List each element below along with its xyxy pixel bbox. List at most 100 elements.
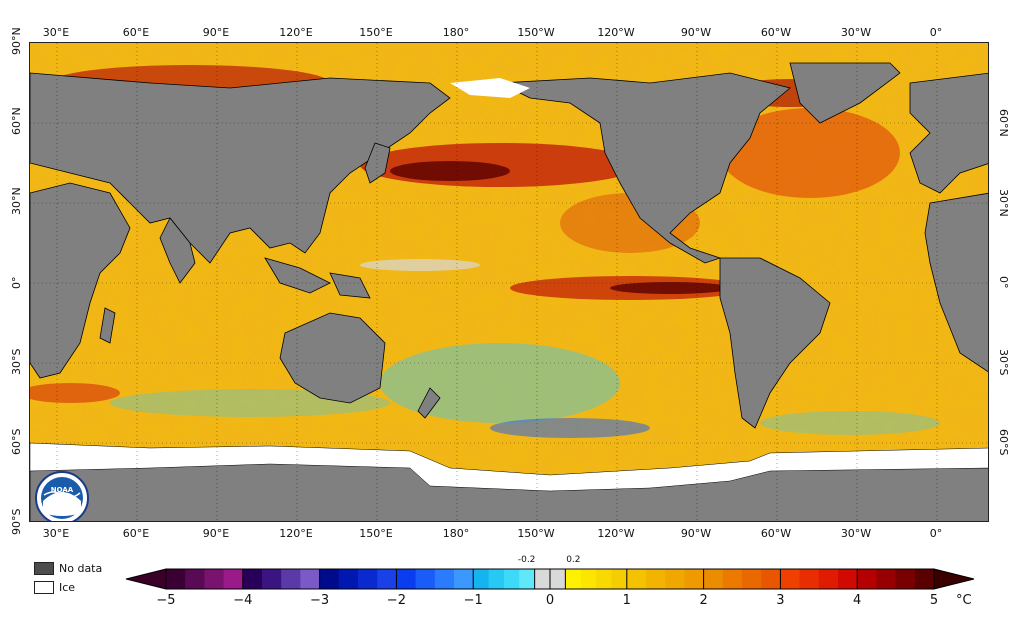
map-axis-label: 150°W [517,527,555,540]
colorbar-swatch [358,569,378,589]
map-axis-label: 60°E [122,26,150,39]
colorbar-tick-label: 3 [776,593,785,608]
map-canvas: NOAA [30,43,988,521]
map-axis-label: 30°N [10,187,23,215]
colorbar-swatch [914,569,935,589]
colorbar-tick-label: 4 [853,593,862,608]
colorbar-swatch [665,569,685,589]
map-axis-label: 60°S [10,428,23,455]
colorbar-swatch [166,569,186,589]
map-axis-label: 90°W [680,26,712,39]
colorbar-swatch [596,569,612,589]
arctic-ice [450,78,530,98]
colorbar-tick-label: −2 [386,593,406,608]
map-axis-label: 120°W [597,527,635,540]
colorbar-swatch [503,569,520,589]
map-axis-label: 30°E [42,26,70,39]
colorbar-unit: °C [956,593,972,608]
europe-land [909,72,988,194]
colorbar-swatch [488,569,505,589]
india-land [159,217,196,284]
map-axis-label: 60°S [997,429,1010,456]
map-axis-label: 60°W [760,527,792,540]
colorbar-swatch [204,569,225,589]
ice-label: Ice [59,581,76,594]
japan-land [364,142,391,184]
colorbar-tick-label: −1 [463,593,483,608]
colorbar-swatch [396,569,417,589]
west-pacific-neutral [360,259,480,271]
colorbar-tick-label: −3 [310,593,330,608]
equatorial-peak [610,282,730,294]
africa-east-land [924,192,988,373]
colorbar-swatch [434,569,455,589]
colorbar-swatch [799,569,820,589]
map-axis-label: 60°N [10,107,23,135]
colorbar-swatch [857,569,877,589]
colorbar-swatch [703,569,724,589]
map-axis-label: 0° [997,275,1010,289]
noaa-logo: NOAA [35,471,89,521]
colorbar-swatch [580,569,597,589]
map-axis-label: 60°E [122,527,150,540]
colorbar-swatch [646,569,666,589]
southern-ocean-cool [490,418,650,438]
colorbar-swatch [473,569,490,589]
colorbar-tick-label: −5 [156,593,176,608]
map-axis-label: 90°N [10,27,23,55]
colorbar-swatch [611,569,628,589]
colorbar-swatch [780,569,801,589]
map-axis-label: 0° [10,276,23,289]
colorbar-swatch [838,569,858,589]
sea-ice [30,442,988,492]
colorbar-swatch [684,569,705,589]
sst-anomaly-map: NOAA [29,42,989,522]
no-data-swatch [34,562,54,575]
colorbar-swatch [454,569,474,589]
south-atlantic-cool [760,411,940,435]
colorbar-minor-label: 0.2 [566,555,581,565]
colorbar-swatch [626,569,647,589]
no-data-label: No data [59,562,103,575]
map-axis-label: 30°W [840,527,872,540]
australia-land [279,312,386,404]
map-axis-label: 90°S [10,508,23,535]
indonesia-land [264,257,331,294]
colorbar-swatch [565,569,582,589]
colorbar-swatch [300,569,321,589]
north-america-land [498,72,791,264]
map-axis-label: 120°E [279,527,313,540]
map-axis-label: 30°E [42,527,70,540]
colorbar-swatch [895,569,916,589]
colorbar-swatch [338,569,359,589]
colorbar-swatch [519,569,536,589]
new-guinea-land [329,272,371,299]
colorbar-swatch [761,569,781,589]
colorbar-swatch [722,569,743,589]
colorbar-swatch [281,569,301,589]
colorbar-swatch [415,569,436,589]
map-axis-label: 0° [929,527,943,540]
colorbar-minor-label: -0.2 [517,555,536,565]
south-pacific-cool [380,343,620,423]
greenland-land [789,62,901,124]
north-pacific-peak [390,161,510,181]
africa-land [30,182,131,379]
colorbar-tick-label: 2 [699,593,708,608]
colorbar-tick-label: 0 [545,593,555,608]
colorbar-max-arrow [933,568,975,590]
map-axis-label: 30°S [10,348,23,375]
map-axis-label: 60°N [997,109,1010,137]
map-axis-label: 90°W [680,527,712,540]
map-axis-label: 30°S [997,349,1010,376]
colorbar-tick-label: −4 [233,593,253,608]
colorbar-swatch [818,569,839,589]
ice-swatch [34,581,54,594]
map-axis-label: 60°W [760,26,792,39]
south-america-land [719,257,831,429]
map-axis-label: 150°W [517,26,555,39]
colorbar-tick-label: 5 [929,593,939,608]
map-axis-label: 90°E [202,527,230,540]
eurasia-land [30,72,451,264]
map-axis-label: 30°W [840,26,872,39]
